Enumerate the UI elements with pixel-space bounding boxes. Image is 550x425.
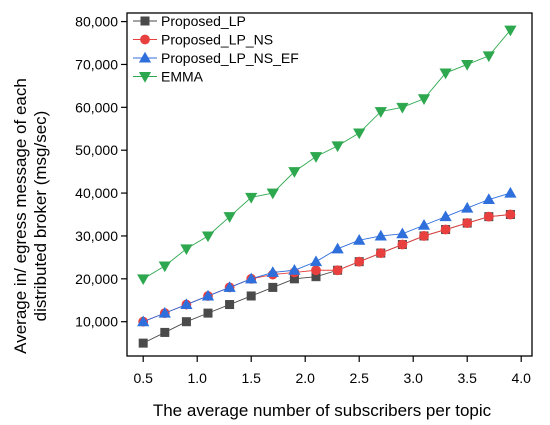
x-tick-label: 2.0 [295,370,315,386]
y-tick-label: 60,000 [75,99,118,115]
data-point [505,209,516,220]
legend-entry: Proposed_LP_NS_EF [133,50,299,66]
data-point [138,338,148,348]
x-tick-label: 1.0 [187,370,207,386]
data-point [158,306,171,318]
data-point [137,274,150,286]
series-line [143,214,511,323]
data-point [332,265,343,276]
data-point [353,234,366,245]
y-axis-label-line-1: Average in/ egress message of each [11,78,30,354]
data-point [419,231,429,241]
series-EMMA [137,25,517,286]
x-axis-label: The average number of subscribers per to… [153,401,492,420]
series-line [142,29,511,280]
data-point [180,298,193,310]
axes-layer: 0.5 1.0 1.5 2.0 2.5 3.0 3.5 4.0 10,000 20,000 30,0… [75,12,533,386]
data-point [288,167,301,178]
series-Proposed_LP [138,210,515,348]
series-line [143,192,511,323]
data-point [309,152,323,163]
y-axis-label-line-2: distributed broker (msg/sec) [31,111,50,322]
data-point [245,272,258,284]
data-point [311,265,321,276]
data-point [482,51,495,63]
data-point [353,128,366,140]
legend-marker [140,34,150,45]
legend-entry: EMMA [133,69,204,85]
y-tick-label: 80,000 [75,14,118,30]
y-tick-label: 50,000 [75,142,118,158]
data-point [440,224,451,235]
data-point [439,68,452,80]
series-Proposed_LP_NS [138,209,516,327]
y-axis-label: Average in/ egress message of each distr… [11,78,50,354]
legend-label: Proposed_LP_NS_EF [161,50,299,66]
data-point [397,239,408,250]
data-point [462,218,473,228]
data-point [504,186,517,198]
legend-label: Proposed_LP_NS [161,32,273,48]
data-point [246,291,256,301]
data-point [181,317,191,327]
x-tick-label: 3.0 [403,370,423,386]
legend-entry: Proposed_LP [133,13,246,29]
data-point [223,212,236,223]
x-tick-label: 3.5 [457,370,477,386]
data-point [160,327,170,337]
data-point [396,102,409,114]
data-point [266,188,279,200]
data-point [203,308,213,318]
data-point [180,244,193,256]
data-point [461,201,474,213]
plot-frame [126,12,533,357]
legend-marker [140,16,150,26]
data-point [396,227,409,239]
legend-marker [138,51,152,63]
y-tick-label: 40,000 [75,185,118,201]
data-point [225,300,235,310]
data-point [483,211,494,222]
data-point [201,289,215,301]
data-point [245,192,258,204]
legend-marker [138,72,152,83]
series-Proposed_LP_NS_EF [137,186,517,327]
data-point [331,141,344,153]
data-point [331,242,344,254]
data-point [374,107,387,118]
x-tick-label: 1.5 [241,370,261,386]
data-point [354,256,365,267]
data-point [288,264,301,275]
x-tick-label: 2.5 [349,370,369,386]
data-point [375,248,386,258]
series-line [142,214,511,344]
data-point [482,193,495,205]
legend-label: Proposed_LP [161,13,246,29]
data-point [137,315,150,327]
y-tick-label: 30,000 [75,228,118,244]
data-point [439,210,452,222]
data-point [201,231,215,243]
data-point [223,281,236,292]
legend: Proposed_LP Proposed_LP_NS Proposed_LP_NS_… [133,13,299,85]
data-point [268,282,278,292]
data-point [504,25,517,37]
data-point [266,266,279,277]
x-tick-label: 0.5 [133,370,153,386]
series-layer [137,25,517,348]
data-point [158,261,171,273]
legend-label: EMMA [161,69,204,85]
y-tick-label: 10,000 [75,314,118,330]
data-point [374,229,387,241]
legend-entry: Proposed_LP_NS [133,32,273,48]
y-tick-label: 70,000 [75,56,118,72]
data-point [461,59,474,71]
x-tick-label: 4.0 [511,370,531,386]
y-tick-label: 20,000 [75,271,118,287]
data-point [417,219,431,230]
data-point [309,255,323,267]
data-point [417,94,431,105]
